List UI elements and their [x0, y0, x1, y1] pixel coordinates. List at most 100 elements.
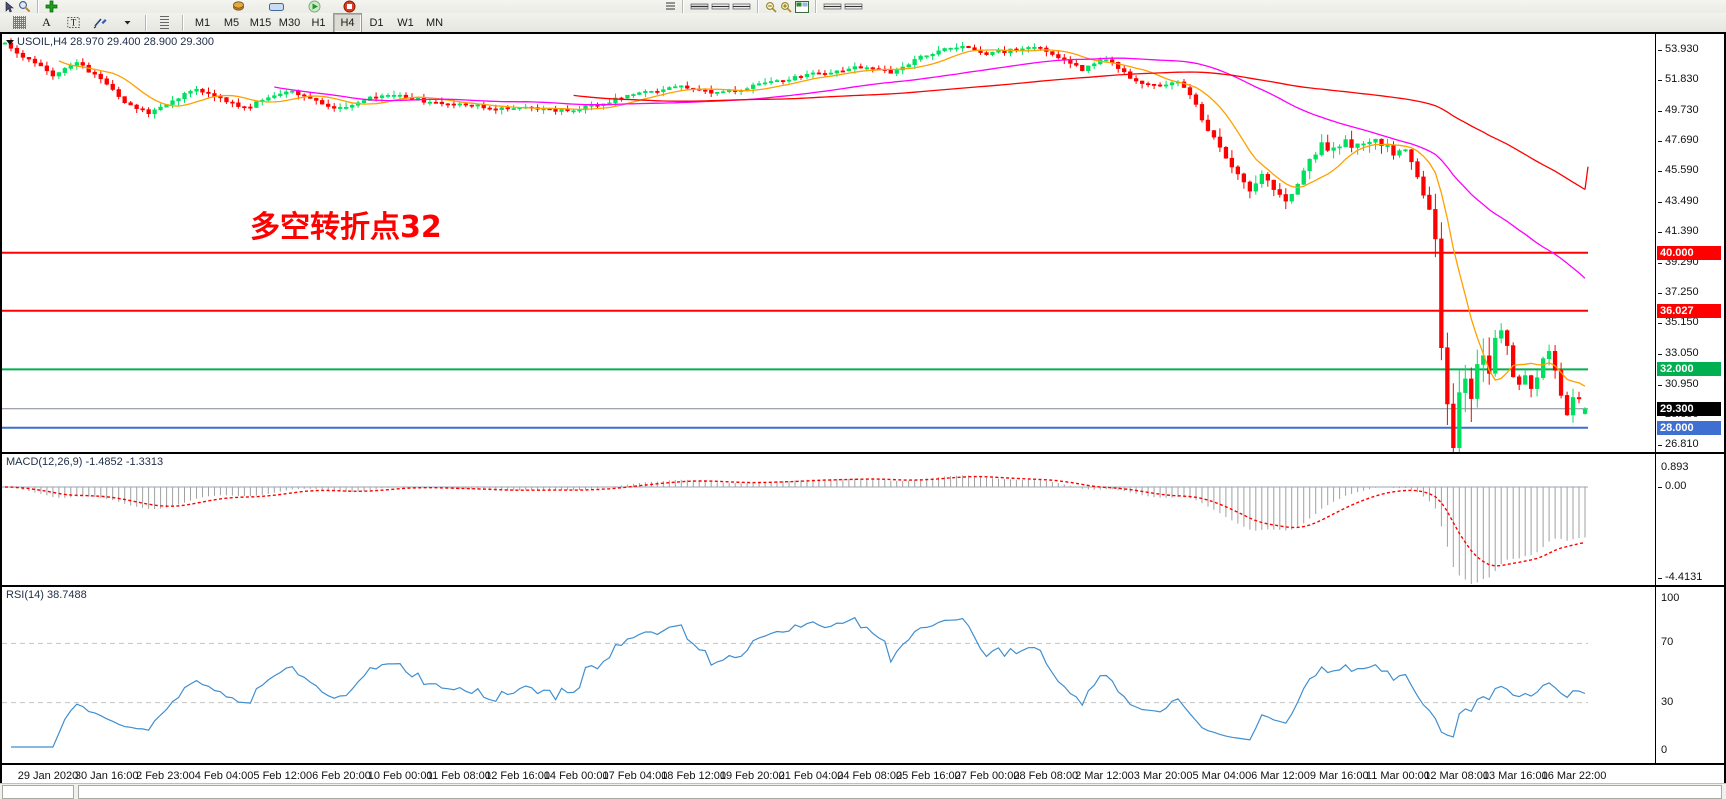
zoom-in-icon[interactable]	[780, 1, 793, 13]
scale-icon[interactable]	[151, 13, 178, 32]
chart-annotation: 多空转折点32	[250, 210, 442, 245]
price-tick-label: 45.590	[1665, 164, 1699, 177]
label-icon[interactable]: T	[60, 13, 87, 32]
time-tick-label: 6 Mar 12:00	[1251, 770, 1310, 782]
timeframe-group: M1 M5 M15 M30 H1 H4 D1 W1 MN	[188, 12, 449, 33]
status-bar	[0, 783, 1726, 799]
macd-series-layer	[2, 475, 1588, 584]
price-tick-label: 49.730	[1665, 103, 1699, 116]
price-badge[interactable]: 28.000	[1657, 420, 1721, 435]
bar-chart-icon[interactable]	[690, 1, 709, 13]
time-tick-label: 30 Jan 16:00	[74, 770, 139, 782]
rsi-tick-label: 0	[1661, 744, 1668, 756]
grid-icon[interactable]	[795, 0, 809, 13]
time-tick-label: 4 Feb 04:00	[194, 770, 254, 782]
timeframe-m15[interactable]: M15	[249, 16, 272, 29]
time-tick-label: 3 Mar 20:00	[1133, 770, 1193, 782]
time-tick-label: 17 Feb 04:00	[602, 770, 668, 782]
price-tick-label: 26.810	[1665, 438, 1699, 451]
time-tick-label: 24 Feb 08:00	[837, 770, 903, 782]
toolbar-separator	[815, 0, 817, 13]
time-tick-label: 28 Feb 08:00	[1013, 770, 1079, 782]
price-badge[interactable]: 29.300	[1657, 401, 1721, 416]
collapse-arrow-icon[interactable]	[6, 39, 14, 45]
price-tick-label: 43.490	[1665, 194, 1699, 207]
toolbar-separator	[182, 14, 184, 31]
toolbar-row-secondary: A T M1 M5 M15 M30 H1 H4 D1 W1 MN	[0, 12, 1726, 33]
line-chart-icon[interactable]	[732, 1, 751, 13]
timeframe-d1[interactable]: D1	[369, 16, 384, 29]
drawings-icon[interactable]	[87, 13, 114, 32]
price-tick-label: 33.050	[1665, 347, 1699, 360]
toolbar-separator	[37, 0, 39, 13]
candle-chart-icon[interactable]	[711, 1, 730, 13]
macd-tick-label: 0.893	[1661, 461, 1689, 473]
rsi-axis[interactable]: 100 70 30 0	[1655, 587, 1724, 763]
price-tick-label: 30.950	[1665, 377, 1699, 390]
timeframe-h1[interactable]: H1	[311, 16, 326, 29]
time-tick-label: 27 Feb 00:00	[954, 770, 1020, 782]
macd-plot-area[interactable]: MACD(12,26,9) -1.4852 -1.3313	[2, 454, 1656, 585]
time-tick-label: 11 Feb 08:00	[426, 770, 491, 782]
time-tick-label: 12 Mar 08:00	[1424, 770, 1490, 782]
timeframe-mn[interactable]: MN	[425, 16, 444, 29]
autoscroll-icon[interactable]	[823, 1, 842, 13]
price-badge[interactable]: 40.000	[1657, 245, 1721, 260]
list-icon[interactable]	[665, 1, 676, 12]
timeframe-m1[interactable]: M1	[194, 16, 211, 29]
cursor-icon[interactable]	[4, 0, 16, 13]
rsi-series-layer	[2, 616, 1588, 748]
time-tick-label: 5 Mar 04:00	[1192, 770, 1252, 782]
time-tick-label: 11 Mar 00:00	[1365, 770, 1430, 782]
price-pane-label: USOIL,H4 28.970 29.400 28.900 29.300	[6, 36, 214, 48]
price-pane[interactable]: USOIL,H4 28.970 29.400 28.900 29.300 多空转…	[2, 34, 1724, 454]
text-icon[interactable]: A	[42, 15, 51, 29]
timeframe-m30[interactable]: M30	[278, 16, 301, 29]
macd-pane-label: MACD(12,26,9) -1.4852 -1.3313	[6, 456, 164, 468]
add-icon[interactable]	[45, 0, 58, 13]
toolbar-separator	[682, 0, 684, 13]
price-tick-label: 53.930	[1665, 42, 1699, 55]
coins-icon[interactable]	[232, 0, 245, 13]
toolbar-separator	[145, 14, 147, 31]
shift-icon[interactable]	[844, 1, 863, 13]
zoom-out-icon[interactable]	[765, 1, 778, 13]
price-tick-label: 41.390	[1665, 225, 1699, 238]
status-cell-left	[2, 785, 74, 799]
red-stop-icon[interactable]	[343, 0, 356, 13]
macd-tick-label: -4.4131	[1665, 571, 1703, 583]
timeframe-w1[interactable]: W1	[397, 16, 414, 29]
time-tick-label: 12 Feb 16:00	[485, 770, 550, 782]
rsi-tick-label: 100	[1661, 592, 1680, 604]
magnifier-icon[interactable]	[18, 0, 31, 13]
timeframe-m5[interactable]: M5	[223, 16, 240, 29]
price-axis[interactable]: 53.930 51.830 49.730 47.690 45.590 43.490 41.3…	[1655, 34, 1724, 452]
macd-axis[interactable]: 0.893 0.00 -4.4131	[1655, 454, 1724, 585]
price-badge[interactable]: 36.027	[1657, 303, 1721, 318]
toolbar-row-primary	[0, 0, 1726, 13]
timeframe-h4[interactable]: H4	[333, 12, 362, 33]
symbol-ohlc-text: USOIL,H4 28.970 29.400 28.900 29.300	[17, 36, 214, 48]
time-tick-label: 18 Feb 12:00	[661, 770, 727, 782]
macd-tick-label: 0.00	[1665, 480, 1687, 493]
price-tick-label: 35.150	[1665, 316, 1699, 329]
window-icon[interactable]	[269, 1, 284, 13]
rsi-tick-label: 70	[1661, 636, 1674, 649]
price-tick-label: 47.690	[1665, 133, 1699, 146]
time-tick-label: 21 Feb 04:00	[778, 770, 844, 782]
toolbar-separator	[757, 0, 759, 13]
price-badge[interactable]: 32.000	[1657, 362, 1721, 377]
price-tick-label: 37.250	[1665, 285, 1699, 298]
time-tick-label: 2 Feb 23:00	[136, 770, 195, 782]
chevron-down-icon[interactable]	[114, 13, 141, 32]
status-cell-main	[78, 785, 1722, 799]
price-plot-area[interactable]: USOIL,H4 28.970 29.400 28.900 29.300 多空转…	[2, 34, 1656, 452]
macd-pane[interactable]: MACD(12,26,9) -1.4852 -1.3313 0.893 0.00 -…	[2, 454, 1724, 587]
green-play-icon[interactable]	[308, 0, 321, 13]
crosshair-icon[interactable]	[6, 13, 33, 32]
rsi-plot-area[interactable]: RSI(14) 38.7488	[2, 587, 1656, 763]
time-tick-label: 10 Feb 00:00	[367, 770, 433, 782]
rsi-pane[interactable]: RSI(14) 38.7488 100 70 30 0	[2, 587, 1724, 765]
time-tick-label: 14 Feb 00:00	[543, 770, 609, 782]
